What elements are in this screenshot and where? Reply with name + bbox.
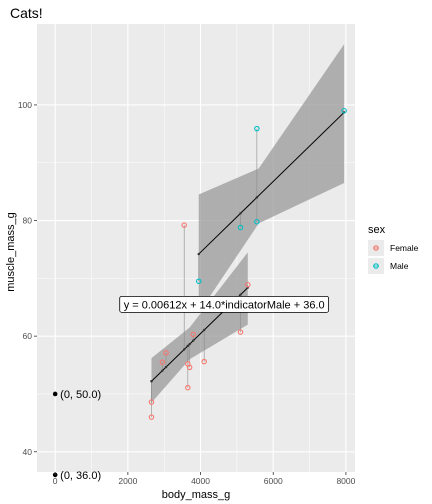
x-tick-label: 0	[53, 476, 58, 486]
data-point-female	[201, 358, 207, 365]
data-point-female	[186, 364, 193, 371]
chart-title: Cats!	[10, 5, 43, 21]
x-tick-label: 8000	[336, 476, 355, 486]
confidence-band-female	[151, 252, 248, 403]
legend-label-male: Male	[390, 261, 409, 271]
data-point-male	[341, 107, 347, 114]
data-point-female	[148, 399, 155, 405]
fitted-value-marker	[182, 348, 186, 351]
fitted-value-marker	[188, 342, 191, 346]
intercept-point	[52, 391, 58, 397]
data-point-female	[237, 329, 244, 335]
legend-title: sex	[368, 224, 386, 236]
intercept-label: (0, 36.0)	[60, 470, 101, 482]
fitted-value-marker	[164, 365, 168, 369]
data-point-male	[254, 218, 260, 225]
y-tick-label: 40	[23, 447, 33, 457]
data-points	[148, 107, 347, 420]
intercept-label: (0, 50.0)	[60, 389, 101, 401]
data-point-female	[245, 281, 251, 288]
legend-label-female: Female	[390, 243, 419, 253]
fitted-value-marker	[192, 339, 195, 342]
data-point-male	[254, 125, 260, 132]
y-tick-label: 100	[18, 100, 32, 110]
data-point-female	[181, 222, 187, 228]
x-tick-label: 4000	[191, 476, 210, 486]
fitted-value-marker	[161, 369, 164, 372]
equation-label-box	[119, 295, 330, 313]
data-point-female	[159, 359, 166, 365]
y-axis-title: muscle_mass_g	[5, 212, 17, 291]
data-point-female	[190, 331, 197, 338]
x-axis-title: body_mass_g	[162, 489, 231, 501]
plot-panel	[37, 24, 355, 472]
data-point-female	[185, 384, 191, 391]
fitted-value-marker	[239, 212, 242, 215]
fitted-value-marker	[197, 252, 200, 256]
y-axis-ticks: 40 60 80 100	[18, 100, 37, 457]
y-tick-label: 60	[23, 331, 33, 341]
fitted-value-marker	[255, 196, 259, 199]
fitted-value-marker	[202, 328, 206, 332]
x-tick-label: 2000	[118, 476, 137, 486]
fit-line-male	[198, 112, 345, 255]
equation-label: y = 0.00612x + 14.0*indicatorMale + 36.0	[124, 299, 325, 311]
confidence-bands	[151, 44, 345, 403]
annotations: y = 0.00612x + 14.0*indicatorMale + 36.0…	[52, 295, 330, 482]
data-point-male	[195, 278, 202, 284]
x-tick-label: 6000	[264, 476, 283, 486]
fitted-value-marker	[239, 293, 242, 296]
data-point-male	[237, 224, 244, 231]
fitted-value-marker	[186, 344, 190, 348]
data-point-female	[163, 350, 169, 356]
x-axis-ticks: 0 2000 4000 6000 8000	[53, 472, 356, 486]
fitted-value-marker	[150, 380, 153, 383]
y-tick-label: 80	[23, 216, 33, 226]
legend: sex Female Male	[368, 224, 419, 274]
confidence-band-male	[198, 44, 345, 314]
data-point-female	[148, 414, 155, 420]
